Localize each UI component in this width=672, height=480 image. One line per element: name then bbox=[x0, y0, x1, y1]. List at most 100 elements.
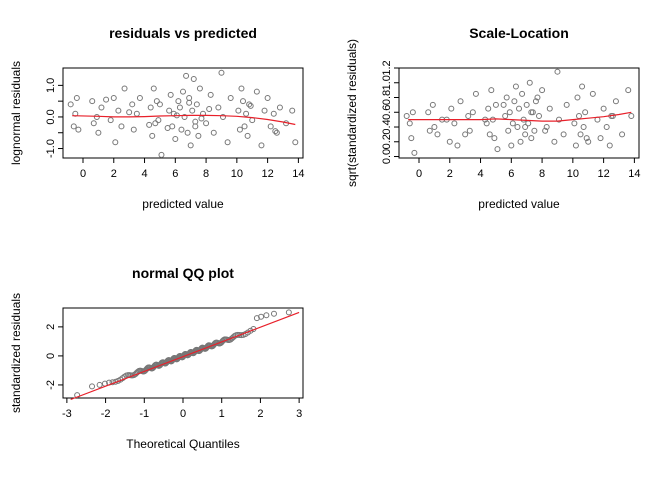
data-point bbox=[276, 104, 283, 111]
qq-point bbox=[270, 310, 277, 317]
data-point bbox=[227, 95, 234, 101]
data-point bbox=[133, 110, 140, 117]
data-point bbox=[93, 113, 100, 120]
data-point bbox=[551, 138, 558, 145]
data-point bbox=[90, 120, 97, 127]
data-point bbox=[516, 105, 522, 112]
data-point bbox=[528, 135, 535, 142]
data-point bbox=[619, 131, 626, 138]
data-point bbox=[492, 101, 499, 108]
x-tick-label: 0 bbox=[416, 168, 422, 180]
y-tick-label: 0.8 bbox=[381, 90, 393, 105]
data-point bbox=[235, 107, 242, 114]
data-point bbox=[238, 85, 245, 92]
data-point bbox=[506, 109, 513, 116]
data-point bbox=[180, 88, 186, 95]
data-point bbox=[253, 88, 260, 95]
data-point bbox=[536, 112, 542, 119]
data-point bbox=[129, 101, 136, 108]
data-point bbox=[184, 129, 191, 136]
data-point bbox=[110, 95, 117, 101]
data-point bbox=[448, 105, 455, 112]
data-point bbox=[528, 109, 535, 116]
y-axis-label-scale-location: sqrt(standardized residuals) bbox=[345, 39, 359, 187]
data-point bbox=[73, 95, 80, 101]
data-point bbox=[203, 120, 210, 127]
x-tick-label: 10 bbox=[231, 168, 243, 180]
data-point bbox=[272, 128, 279, 135]
data-point bbox=[98, 104, 105, 111]
data-point bbox=[189, 107, 196, 114]
data-point bbox=[505, 127, 512, 134]
y-axis-label-qq: standardized residuals bbox=[9, 293, 23, 413]
data-point bbox=[121, 85, 128, 92]
panel-title-scale-location: Scale-Location bbox=[469, 25, 569, 41]
data-point bbox=[195, 132, 202, 139]
data-point bbox=[469, 109, 476, 116]
data-point bbox=[409, 109, 416, 116]
data-point bbox=[563, 101, 570, 108]
data-point bbox=[554, 68, 561, 75]
data-point bbox=[167, 91, 174, 98]
data-point bbox=[494, 146, 501, 153]
data-point bbox=[136, 95, 143, 101]
residuals-vs-predicted-panel: residuals vs predicted predicted value l… bbox=[9, 25, 305, 211]
data-point bbox=[103, 96, 110, 103]
data-point bbox=[512, 83, 519, 90]
data-point bbox=[267, 123, 274, 130]
data-point bbox=[67, 101, 74, 108]
data-point bbox=[502, 112, 509, 119]
y-tick-label: 2 bbox=[45, 324, 57, 330]
plot-frame-residuals bbox=[62, 67, 304, 159]
data-point bbox=[446, 138, 453, 145]
x-tick-label: 6 bbox=[172, 168, 178, 180]
x-tick-label: 0 bbox=[180, 408, 186, 420]
data-point bbox=[258, 142, 265, 149]
plot-frame-scale-location bbox=[398, 67, 640, 159]
y-tick-label: -2 bbox=[45, 380, 57, 390]
qq-point bbox=[96, 381, 103, 388]
data-point bbox=[152, 120, 159, 127]
data-point bbox=[429, 101, 436, 108]
data-point bbox=[603, 124, 610, 131]
data-point bbox=[457, 98, 464, 105]
data-point bbox=[539, 87, 546, 94]
y-tick-label: 0.6 bbox=[381, 105, 393, 120]
x-tick-label: 4 bbox=[477, 168, 483, 180]
data-point bbox=[289, 107, 296, 114]
x-tick-label: -2 bbox=[101, 408, 111, 420]
x-tick-label: 0 bbox=[80, 168, 86, 180]
data-point bbox=[244, 132, 251, 139]
data-point bbox=[522, 131, 529, 138]
data-point bbox=[155, 117, 162, 124]
data-point bbox=[612, 98, 619, 105]
data-point bbox=[236, 126, 243, 133]
y-tick-label: 0 bbox=[45, 353, 57, 359]
data-point bbox=[556, 116, 562, 123]
qq-point bbox=[263, 312, 270, 319]
data-point bbox=[176, 104, 183, 111]
data-point bbox=[576, 112, 582, 119]
data-point bbox=[517, 138, 524, 145]
data-point bbox=[509, 120, 516, 127]
data-point bbox=[403, 112, 410, 119]
y-axis-label-residuals: lognormal residuals bbox=[9, 61, 23, 165]
data-point bbox=[411, 149, 418, 156]
y-tick-label: 0.0 bbox=[45, 109, 57, 124]
data-point bbox=[70, 123, 77, 130]
data-point bbox=[187, 142, 194, 149]
qq-point bbox=[285, 309, 292, 316]
data-point bbox=[181, 113, 188, 120]
y-tick-label: 0.4 bbox=[381, 119, 393, 134]
data-point bbox=[292, 139, 299, 146]
smooth-line bbox=[408, 111, 632, 122]
scale-location-panel: Scale-Location predicted value sqrt(stan… bbox=[345, 25, 641, 211]
qq-point bbox=[258, 313, 265, 320]
x-tick-label: 2 bbox=[447, 168, 453, 180]
data-point bbox=[486, 131, 493, 138]
data-point bbox=[572, 142, 579, 149]
data-point bbox=[240, 98, 246, 105]
data-point bbox=[431, 124, 438, 131]
data-point bbox=[508, 142, 515, 149]
